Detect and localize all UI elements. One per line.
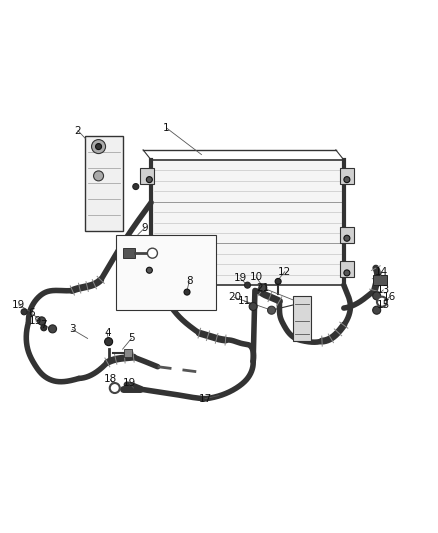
Bar xyxy=(85,136,124,231)
Circle shape xyxy=(105,337,113,346)
Circle shape xyxy=(146,176,152,183)
Circle shape xyxy=(92,140,106,154)
Circle shape xyxy=(373,292,381,300)
Circle shape xyxy=(275,278,281,285)
Bar xyxy=(140,259,154,274)
Text: 12: 12 xyxy=(278,267,291,277)
Text: 9: 9 xyxy=(141,223,148,233)
Circle shape xyxy=(244,282,251,288)
Text: 16: 16 xyxy=(382,293,396,302)
Circle shape xyxy=(148,248,157,258)
Text: 19: 19 xyxy=(233,273,247,283)
Circle shape xyxy=(373,306,381,314)
Polygon shape xyxy=(151,160,344,285)
Text: 21: 21 xyxy=(256,283,269,293)
Circle shape xyxy=(268,306,276,314)
Text: 11: 11 xyxy=(238,296,251,306)
Bar xyxy=(124,248,135,258)
Circle shape xyxy=(146,267,152,273)
Text: 15: 15 xyxy=(377,300,390,310)
Text: 2: 2 xyxy=(74,126,81,135)
Text: 19: 19 xyxy=(29,316,42,326)
Circle shape xyxy=(344,176,350,183)
Text: 1: 1 xyxy=(163,123,170,133)
Circle shape xyxy=(344,270,350,276)
Bar xyxy=(373,275,387,285)
Text: 8: 8 xyxy=(186,277,193,286)
Text: 18: 18 xyxy=(104,375,117,384)
Bar xyxy=(340,261,354,277)
Text: 13: 13 xyxy=(377,285,390,295)
Text: 17: 17 xyxy=(198,394,212,403)
Circle shape xyxy=(133,183,139,190)
Bar xyxy=(340,168,354,184)
Circle shape xyxy=(377,297,387,306)
Circle shape xyxy=(21,309,27,315)
Circle shape xyxy=(49,325,57,333)
Circle shape xyxy=(184,289,190,295)
Bar xyxy=(293,296,311,341)
Text: 4: 4 xyxy=(104,328,111,338)
Bar xyxy=(340,227,354,243)
Bar xyxy=(116,235,216,310)
Circle shape xyxy=(249,302,257,311)
Text: 14: 14 xyxy=(375,267,389,277)
Bar xyxy=(140,168,154,184)
Circle shape xyxy=(41,325,47,331)
Text: 10: 10 xyxy=(250,272,263,282)
Text: 5: 5 xyxy=(128,334,135,343)
Text: 19: 19 xyxy=(123,378,136,387)
Circle shape xyxy=(38,317,46,325)
Text: 3: 3 xyxy=(69,325,76,334)
Text: 20: 20 xyxy=(228,293,241,302)
Text: 19: 19 xyxy=(12,300,25,310)
Circle shape xyxy=(259,284,267,292)
Text: 6: 6 xyxy=(28,309,35,318)
Circle shape xyxy=(110,383,120,393)
Circle shape xyxy=(95,143,102,150)
Circle shape xyxy=(344,235,350,241)
Bar xyxy=(124,349,132,357)
Circle shape xyxy=(94,171,103,181)
Text: 7: 7 xyxy=(39,320,46,330)
